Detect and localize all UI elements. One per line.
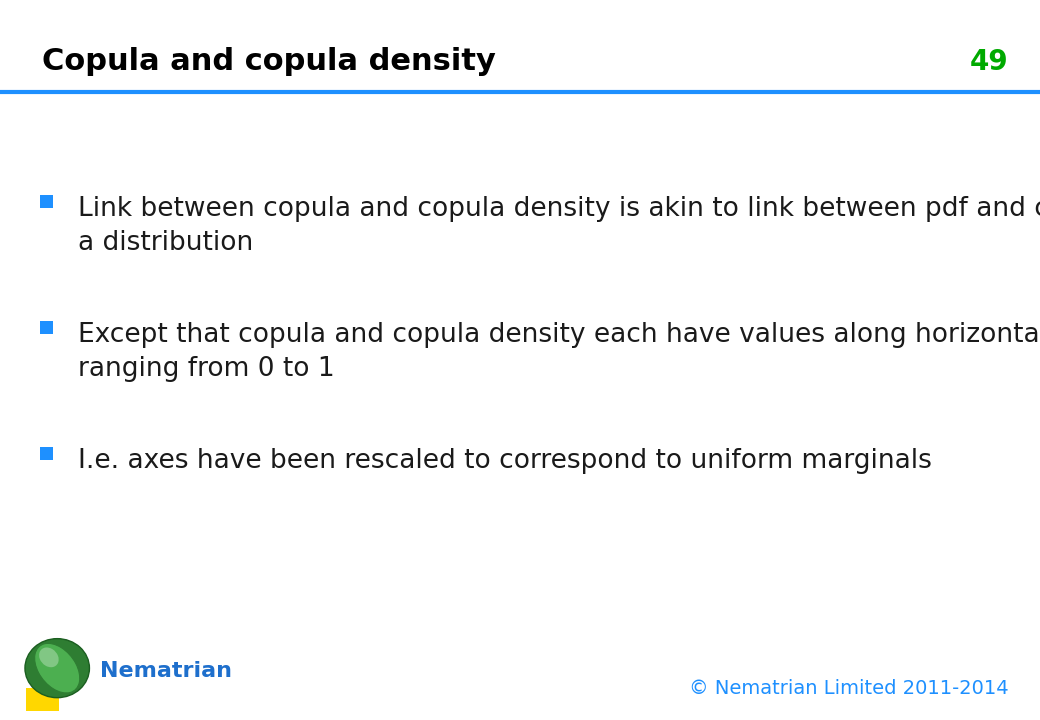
Text: Link between copula and copula density is akin to link between pdf and cdf of
a : Link between copula and copula density i… (78, 196, 1040, 256)
Text: 49: 49 (970, 48, 1009, 76)
Text: I.e. axes have been rescaled to correspond to uniform marginals: I.e. axes have been rescaled to correspo… (78, 448, 932, 474)
Ellipse shape (34, 644, 80, 693)
Text: Nematrian: Nematrian (100, 661, 232, 681)
Ellipse shape (40, 647, 58, 667)
FancyBboxPatch shape (40, 195, 53, 208)
FancyBboxPatch shape (40, 447, 53, 460)
FancyBboxPatch shape (40, 321, 53, 334)
Text: Copula and copula density: Copula and copula density (42, 47, 495, 76)
Text: © Nematrian Limited 2011-2014: © Nematrian Limited 2011-2014 (690, 679, 1009, 698)
Text: Except that copula and copula density each have values along horizontal axis
ran: Except that copula and copula density ea… (78, 322, 1040, 382)
Ellipse shape (25, 639, 89, 698)
FancyBboxPatch shape (26, 688, 59, 711)
